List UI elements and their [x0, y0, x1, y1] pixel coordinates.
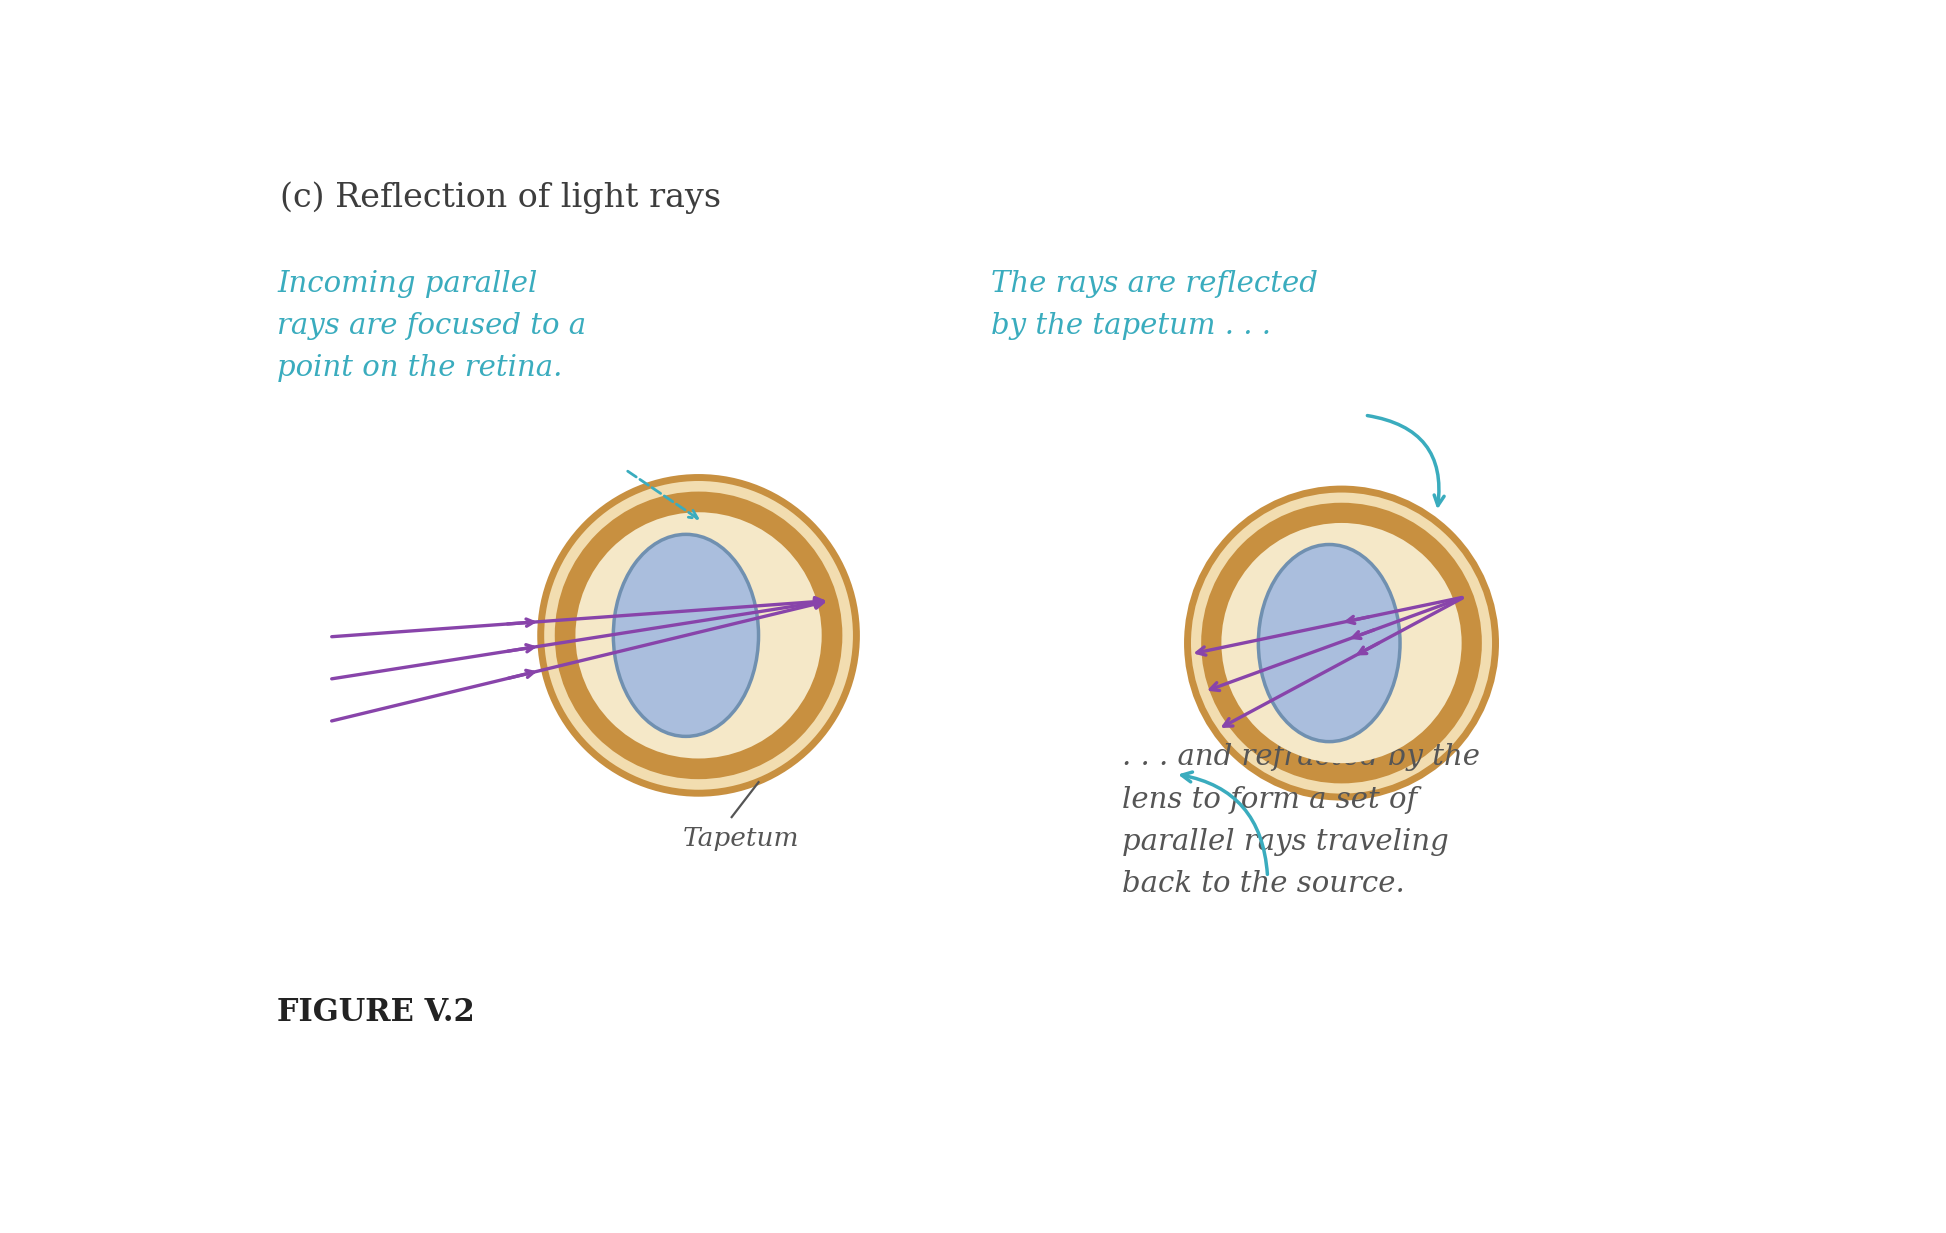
- Circle shape: [541, 477, 856, 793]
- Text: parallel rays traveling: parallel rays traveling: [1123, 827, 1450, 856]
- Text: point on the retina.: point on the retina.: [278, 354, 562, 382]
- Circle shape: [1203, 504, 1481, 782]
- Text: back to the source.: back to the source.: [1123, 870, 1405, 898]
- Ellipse shape: [613, 534, 759, 736]
- Text: lens to form a set of: lens to form a set of: [1123, 785, 1417, 814]
- Circle shape: [1222, 523, 1461, 763]
- Circle shape: [576, 512, 821, 758]
- Text: Tapetum: Tapetum: [683, 826, 800, 851]
- Text: FIGURE V.2: FIGURE V.2: [278, 997, 475, 1028]
- Text: by the tapetum . . .: by the tapetum . . .: [991, 312, 1271, 340]
- Text: rays are focused to a: rays are focused to a: [278, 312, 586, 340]
- Ellipse shape: [1259, 545, 1399, 741]
- Circle shape: [557, 493, 841, 778]
- Text: Incoming parallel: Incoming parallel: [278, 270, 537, 297]
- Text: (c) Reflection of light rays: (c) Reflection of light rays: [280, 181, 722, 213]
- Text: The rays are reflected: The rays are reflected: [991, 270, 1317, 297]
- Text: . . . and refracted by the: . . . and refracted by the: [1123, 743, 1481, 771]
- Circle shape: [1187, 490, 1496, 797]
